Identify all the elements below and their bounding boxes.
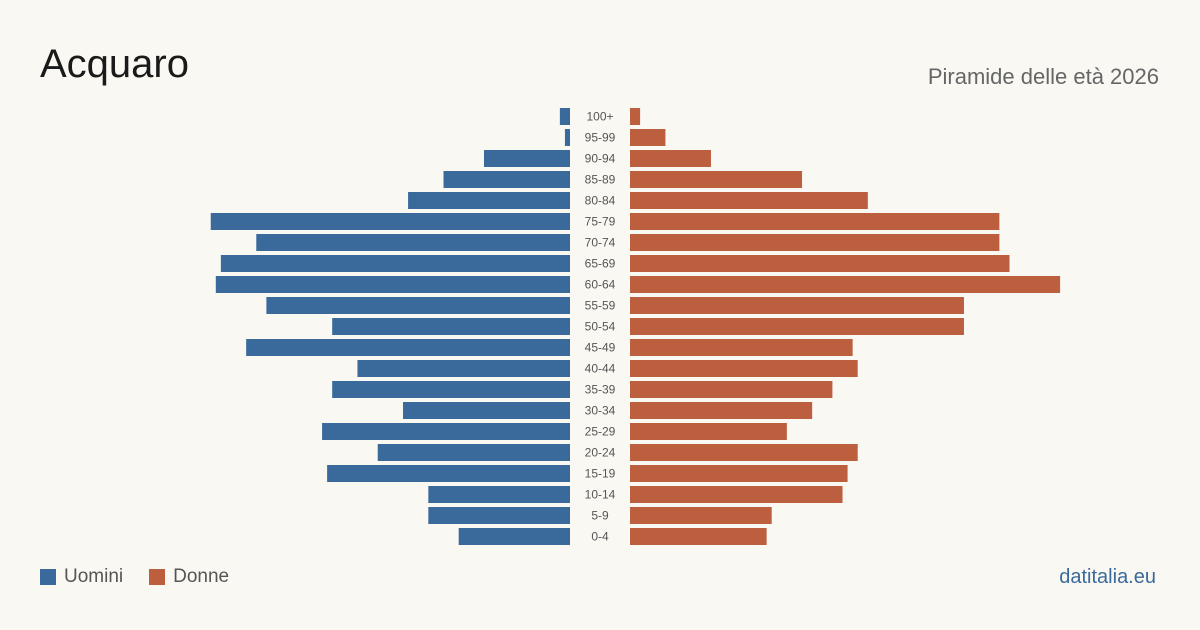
bar-women-45-49 bbox=[630, 339, 853, 356]
legend-label-women: Donne bbox=[173, 566, 230, 587]
bar-women-85-89 bbox=[630, 171, 803, 188]
bar-men-20-24 bbox=[377, 444, 570, 461]
age-group-label: 50-54 bbox=[585, 320, 616, 334]
legend-item-women: Donne bbox=[149, 566, 229, 588]
bar-women-35-39 bbox=[630, 381, 833, 398]
age-group-label: 30-34 bbox=[585, 404, 616, 418]
bar-women-65-69 bbox=[630, 255, 1010, 272]
bar-men-25-29 bbox=[322, 423, 570, 440]
bar-women-30-34 bbox=[630, 402, 813, 419]
bar-men-5-9 bbox=[428, 507, 570, 524]
age-group-label: 25-29 bbox=[585, 425, 616, 439]
bar-women-95-99 bbox=[630, 129, 666, 146]
age-group-label: 90-94 bbox=[585, 152, 616, 166]
age-group-label: 45-49 bbox=[585, 341, 616, 355]
bar-men-45-49 bbox=[246, 339, 570, 356]
age-group-label: 5-9 bbox=[591, 509, 609, 523]
bar-men-85-89 bbox=[443, 171, 570, 188]
bar-women-55-59 bbox=[630, 297, 964, 314]
legend-swatch-women bbox=[149, 569, 166, 585]
bar-men-90-94 bbox=[483, 150, 570, 167]
bar-men-100+ bbox=[559, 108, 570, 125]
bar-women-0-4 bbox=[630, 528, 767, 545]
bar-women-90-94 bbox=[630, 150, 711, 167]
bar-women-15-19 bbox=[630, 465, 848, 482]
bar-men-0-4 bbox=[458, 528, 570, 545]
bar-women-60-64 bbox=[630, 276, 1061, 293]
bar-women-100+ bbox=[630, 108, 641, 125]
bar-men-30-34 bbox=[403, 402, 570, 419]
bar-men-65-69 bbox=[220, 255, 571, 272]
legend-label-men: Uomini bbox=[64, 566, 124, 587]
bar-men-60-64 bbox=[215, 276, 571, 293]
age-group-label: 0-4 bbox=[591, 530, 609, 544]
bar-women-5-9 bbox=[630, 507, 772, 524]
page-title: Acquaro bbox=[40, 42, 189, 86]
age-group-label: 70-74 bbox=[585, 236, 616, 250]
bar-women-20-24 bbox=[630, 444, 858, 461]
age-group-label: 75-79 bbox=[585, 215, 616, 229]
bar-men-95-99 bbox=[564, 129, 570, 146]
age-group-label: 55-59 bbox=[585, 299, 616, 313]
bar-men-15-19 bbox=[327, 465, 570, 482]
legend-item-men: Uomini bbox=[40, 566, 123, 588]
age-group-label: 15-19 bbox=[585, 467, 616, 481]
bar-women-10-14 bbox=[630, 486, 843, 503]
legend: Uomini Donne bbox=[40, 566, 255, 588]
bar-men-70-74 bbox=[256, 234, 570, 251]
bar-women-50-54 bbox=[630, 318, 964, 335]
age-group-label: 85-89 bbox=[585, 173, 616, 187]
bar-women-75-79 bbox=[630, 213, 1000, 230]
bar-women-25-29 bbox=[630, 423, 787, 440]
age-group-label: 35-39 bbox=[585, 383, 616, 397]
age-group-label: 40-44 bbox=[585, 362, 616, 376]
bar-men-50-54 bbox=[332, 318, 570, 335]
bar-men-10-14 bbox=[428, 486, 570, 503]
bar-women-40-44 bbox=[630, 360, 858, 377]
bar-women-80-84 bbox=[630, 192, 868, 209]
chart-subtitle: Piramide delle età 2026 bbox=[927, 64, 1159, 89]
age-group-label: 60-64 bbox=[585, 278, 616, 292]
age-group-label: 95-99 bbox=[585, 131, 616, 145]
age-group-label: 80-84 bbox=[585, 194, 616, 208]
age-group-label: 10-14 bbox=[585, 488, 616, 502]
brand-link[interactable]: datitalia.eu bbox=[1059, 566, 1156, 588]
bar-men-40-44 bbox=[357, 360, 570, 377]
age-group-label: 20-24 bbox=[585, 446, 616, 460]
age-group-label: 100+ bbox=[586, 110, 613, 124]
bar-men-80-84 bbox=[408, 192, 570, 209]
bar-men-75-79 bbox=[210, 213, 571, 230]
bar-men-55-59 bbox=[266, 297, 570, 314]
age-group-label: 65-69 bbox=[585, 257, 616, 271]
bar-women-70-74 bbox=[630, 234, 1000, 251]
legend-swatch-men bbox=[40, 569, 56, 585]
bar-men-35-39 bbox=[332, 381, 570, 398]
